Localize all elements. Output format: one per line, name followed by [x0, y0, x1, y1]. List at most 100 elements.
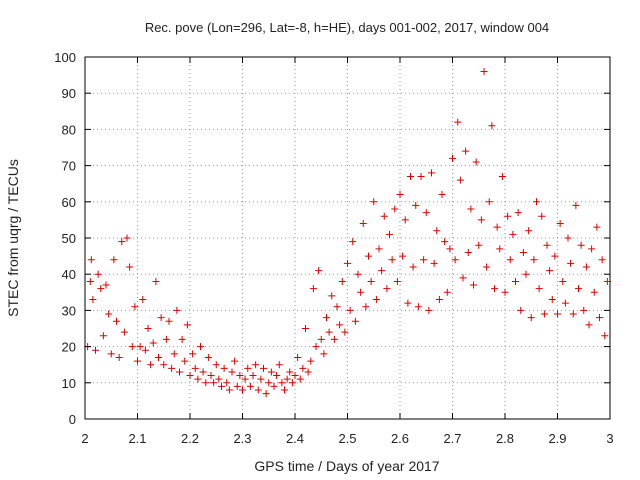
data-point	[307, 357, 315, 365]
data-point	[498, 172, 506, 180]
data-point	[228, 368, 236, 376]
data-point	[359, 220, 367, 228]
data-point	[197, 343, 204, 351]
data-point	[370, 198, 378, 206]
data-point	[257, 375, 265, 383]
data-point	[512, 277, 519, 285]
data-point	[181, 357, 189, 365]
data-point	[87, 256, 95, 264]
data-point	[517, 306, 525, 314]
data-point	[349, 238, 357, 246]
data-point	[160, 361, 168, 369]
data-point	[551, 252, 559, 260]
data-point	[601, 332, 609, 340]
data-point	[354, 270, 362, 278]
data-point	[139, 296, 147, 304]
data-point	[462, 147, 470, 155]
data-point	[472, 158, 480, 166]
data-point	[309, 285, 317, 293]
data-point	[569, 310, 577, 318]
data-point	[459, 274, 467, 282]
data-point	[102, 281, 110, 289]
x-tick-label: 2.8	[496, 431, 514, 446]
data-point	[548, 296, 556, 304]
data-point	[317, 335, 325, 343]
x-tick-label: 2.7	[443, 431, 461, 446]
data-point	[128, 343, 136, 351]
data-point	[470, 281, 477, 289]
data-point	[270, 382, 278, 390]
y-tick-label: 30	[62, 303, 76, 318]
data-point	[596, 314, 603, 322]
y-tick-label: 20	[62, 340, 76, 355]
data-point	[514, 209, 522, 217]
data-point	[92, 346, 99, 354]
data-point	[572, 201, 580, 209]
data-point	[391, 205, 399, 213]
data-point	[417, 172, 425, 180]
data-point	[105, 310, 113, 318]
data-point	[86, 277, 94, 285]
data-point	[365, 252, 372, 260]
data-point	[561, 299, 569, 307]
grid-layer	[85, 57, 610, 419]
data-point	[173, 306, 181, 314]
data-point	[575, 285, 582, 293]
data-point	[506, 256, 514, 264]
data-point	[94, 270, 102, 278]
data-point	[407, 172, 414, 180]
data-point	[215, 375, 223, 383]
x-tick-label: 2.9	[548, 431, 566, 446]
data-point	[396, 191, 404, 199]
data-point	[144, 325, 152, 332]
data-point	[577, 241, 585, 249]
data-point	[249, 372, 257, 380]
data-point	[380, 212, 388, 220]
data-point	[525, 227, 533, 235]
data-point	[304, 368, 312, 376]
data-point	[233, 382, 241, 390]
data-point	[527, 314, 535, 322]
data-point	[598, 256, 606, 264]
data-point	[246, 382, 254, 390]
data-point	[475, 241, 483, 249]
data-point	[404, 299, 412, 307]
data-point	[582, 263, 590, 271]
x-tick-label: 2.6	[391, 431, 409, 446]
data-point	[288, 379, 296, 387]
data-point	[341, 328, 349, 336]
data-point	[362, 303, 370, 311]
data-point	[567, 259, 575, 267]
data-point	[338, 277, 346, 285]
data-point	[409, 263, 417, 271]
data-point	[147, 361, 155, 369]
data-point	[441, 238, 449, 246]
data-point	[509, 230, 517, 238]
data-point	[323, 314, 330, 322]
data-point	[212, 361, 220, 369]
data-point	[454, 118, 462, 126]
data-point	[204, 353, 212, 361]
data-point	[178, 335, 186, 343]
data-point	[162, 335, 170, 343]
data-point	[207, 372, 215, 380]
data-point	[183, 321, 191, 329]
data-point	[225, 386, 233, 394]
data-point	[346, 306, 354, 314]
data-point	[543, 241, 551, 249]
data-point	[260, 364, 267, 372]
y-tick-label: 80	[62, 122, 76, 137]
data-point	[141, 346, 149, 354]
data-point	[485, 198, 493, 206]
chart-title: Rec. pove (Lon=296, Lat=-8, h=HE), days …	[145, 20, 549, 35]
data-point	[210, 379, 218, 387]
data-point	[401, 216, 409, 224]
data-point	[493, 223, 501, 231]
data-point	[278, 379, 286, 387]
data-point	[477, 216, 485, 224]
data-point	[357, 288, 365, 296]
data-point	[488, 122, 496, 130]
data-point	[438, 191, 446, 199]
data-point	[294, 353, 302, 361]
data-point	[420, 256, 428, 264]
